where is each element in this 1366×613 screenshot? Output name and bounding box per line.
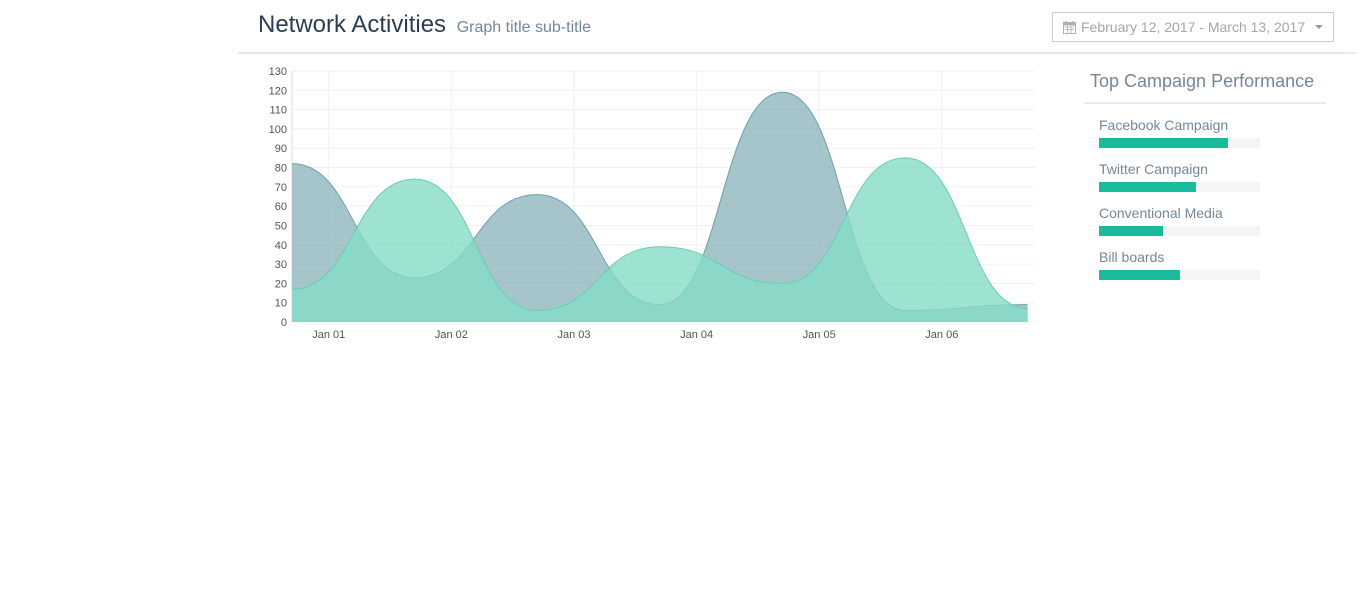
y-tick-label: 0 <box>281 317 287 329</box>
subtitle-text: Graph title sub-title <box>456 19 592 36</box>
campaign-item: Bill boards <box>1099 248 1260 280</box>
x-tick-label: Jan 06 <box>925 329 958 341</box>
calendar-icon <box>1063 20 1076 34</box>
title-text: Network Activities <box>258 11 447 38</box>
y-tick-label: 20 <box>275 278 287 290</box>
y-tick-label: 10 <box>275 298 287 310</box>
page-title: Network Activities Graph title sub-title <box>258 11 591 39</box>
y-tick-label: 50 <box>275 220 287 232</box>
series-area <box>292 157 1028 322</box>
campaign-label: Twitter Campaign <box>1099 161 1208 177</box>
y-tick-label: 120 <box>269 85 287 97</box>
x-tick-label: Jan 01 <box>312 329 345 341</box>
y-tick-label: 40 <box>275 240 287 252</box>
progress-fill <box>1099 182 1196 192</box>
y-tick-label: 70 <box>275 182 287 194</box>
y-tick-label: 110 <box>269 105 287 117</box>
panel-header: Network Activities Graph title sub-title… <box>238 0 1356 54</box>
sidebar-title: Top Campaign Performance <box>1084 66 1326 104</box>
y-tick-label: 100 <box>269 124 287 136</box>
y-axis-ticks: 0 10 20 30 40 50 60 70 80 90 100 110 120 130 <box>269 66 287 329</box>
campaign-list: Facebook Campaign Twitter Campaign Conve… <box>1084 116 1326 280</box>
campaign-item: Conventional Media <box>1099 204 1260 236</box>
progress-fill <box>1099 226 1164 236</box>
y-tick-label: 90 <box>275 143 287 155</box>
x-tick-label: Jan 04 <box>680 329 713 341</box>
network-activities-panel: Network Activities Graph title sub-title… <box>238 0 1356 613</box>
campaign-item: Facebook Campaign <box>1099 116 1260 148</box>
campaign-label: Conventional Media <box>1099 205 1223 221</box>
progress-bar <box>1099 182 1260 192</box>
y-tick-label: 80 <box>275 163 287 175</box>
campaign-label: Facebook Campaign <box>1099 117 1229 133</box>
progress-bar <box>1099 138 1260 148</box>
x-tick-label: Jan 05 <box>803 329 836 341</box>
x-tick-label: Jan 03 <box>557 329 590 341</box>
progress-fill <box>1099 138 1228 148</box>
y-tick-label: 30 <box>275 259 287 271</box>
series-line <box>291 157 1028 311</box>
progress-bar <box>1099 226 1260 236</box>
y-tick-label: 130 <box>269 66 287 78</box>
x-tick-label: Jan 02 <box>435 329 468 341</box>
progress-bar <box>1099 270 1260 280</box>
date-range-picker[interactable]: February 12, 2017 - March 13, 2017 <box>1052 12 1334 42</box>
x-axis-ticks: Jan 01 Jan 02 Jan 03 Jan 04 Jan 05 Jan 06 <box>312 329 958 341</box>
campaign-label: Bill boards <box>1099 249 1165 265</box>
date-range-text: February 12, 2017 - March 13, 2017 <box>1081 19 1306 35</box>
y-tick-label: 60 <box>275 201 287 213</box>
chevron-down-icon <box>1315 25 1324 29</box>
progress-fill <box>1099 270 1180 280</box>
campaign-item: Twitter Campaign <box>1099 160 1260 192</box>
chart-series <box>291 91 1028 322</box>
top-campaign-performance: Top Campaign Performance Facebook Campai… <box>1084 66 1326 280</box>
